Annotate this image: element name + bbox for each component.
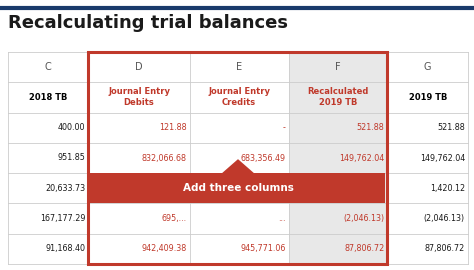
Text: 167,177.29: 167,177.29 — [40, 214, 85, 223]
Text: 945,771.06: 945,771.06 — [240, 244, 286, 253]
Bar — [289, 52, 388, 264]
Text: Recalculated
2019 TB: Recalculated 2019 TB — [307, 87, 369, 107]
Text: 2019 TB: 2019 TB — [409, 93, 447, 102]
Text: 149,762.04: 149,762.04 — [420, 154, 465, 163]
Text: (2,046.13): (2,046.13) — [343, 214, 384, 223]
Text: D: D — [135, 62, 143, 72]
Text: 521.88: 521.88 — [437, 123, 465, 132]
Text: G: G — [424, 62, 431, 72]
Text: 951.85: 951.85 — [58, 154, 85, 163]
Text: 832,066.68: 832,066.68 — [142, 154, 187, 163]
Text: F: F — [335, 62, 341, 72]
Bar — [89, 52, 388, 264]
Text: 87,806.72: 87,806.72 — [344, 244, 384, 253]
Text: 91,168.40: 91,168.40 — [46, 244, 85, 253]
Text: ...: ... — [278, 214, 286, 223]
Text: 2018 TB: 2018 TB — [29, 93, 67, 102]
Text: 695,...: 695,... — [162, 214, 187, 223]
Text: 87,806.72: 87,806.72 — [425, 244, 465, 253]
Text: 1,420.12: 1,420.12 — [430, 184, 465, 193]
Text: Recalculating trial balances: Recalculating trial balances — [8, 14, 288, 32]
Text: 1,420.12: 1,420.12 — [349, 184, 384, 193]
Text: 20,633.73: 20,633.73 — [46, 184, 85, 193]
Text: Add three columns: Add three columns — [182, 183, 293, 193]
Text: 121.88: 121.88 — [159, 123, 187, 132]
Text: Journal Entry
Credits: Journal Entry Credits — [208, 87, 270, 107]
Text: 149,762.04: 149,762.04 — [339, 154, 384, 163]
Text: 683,356.49: 683,356.49 — [240, 154, 286, 163]
Text: C: C — [45, 62, 52, 72]
Text: E: E — [236, 62, 242, 72]
Text: 521.88: 521.88 — [357, 123, 384, 132]
Text: 942,409.38: 942,409.38 — [141, 244, 187, 253]
Text: -: - — [283, 123, 286, 132]
Text: 400.00: 400.00 — [58, 123, 85, 132]
Text: 908,410.40: 908,410.40 — [142, 184, 187, 193]
Bar — [91, 173, 385, 203]
Polygon shape — [222, 159, 254, 173]
Text: Journal Entry
Debits: Journal Entry Debits — [108, 87, 170, 107]
Text: (2,046.13): (2,046.13) — [424, 214, 465, 223]
Text: 927,624.01: 927,624.01 — [240, 184, 286, 193]
